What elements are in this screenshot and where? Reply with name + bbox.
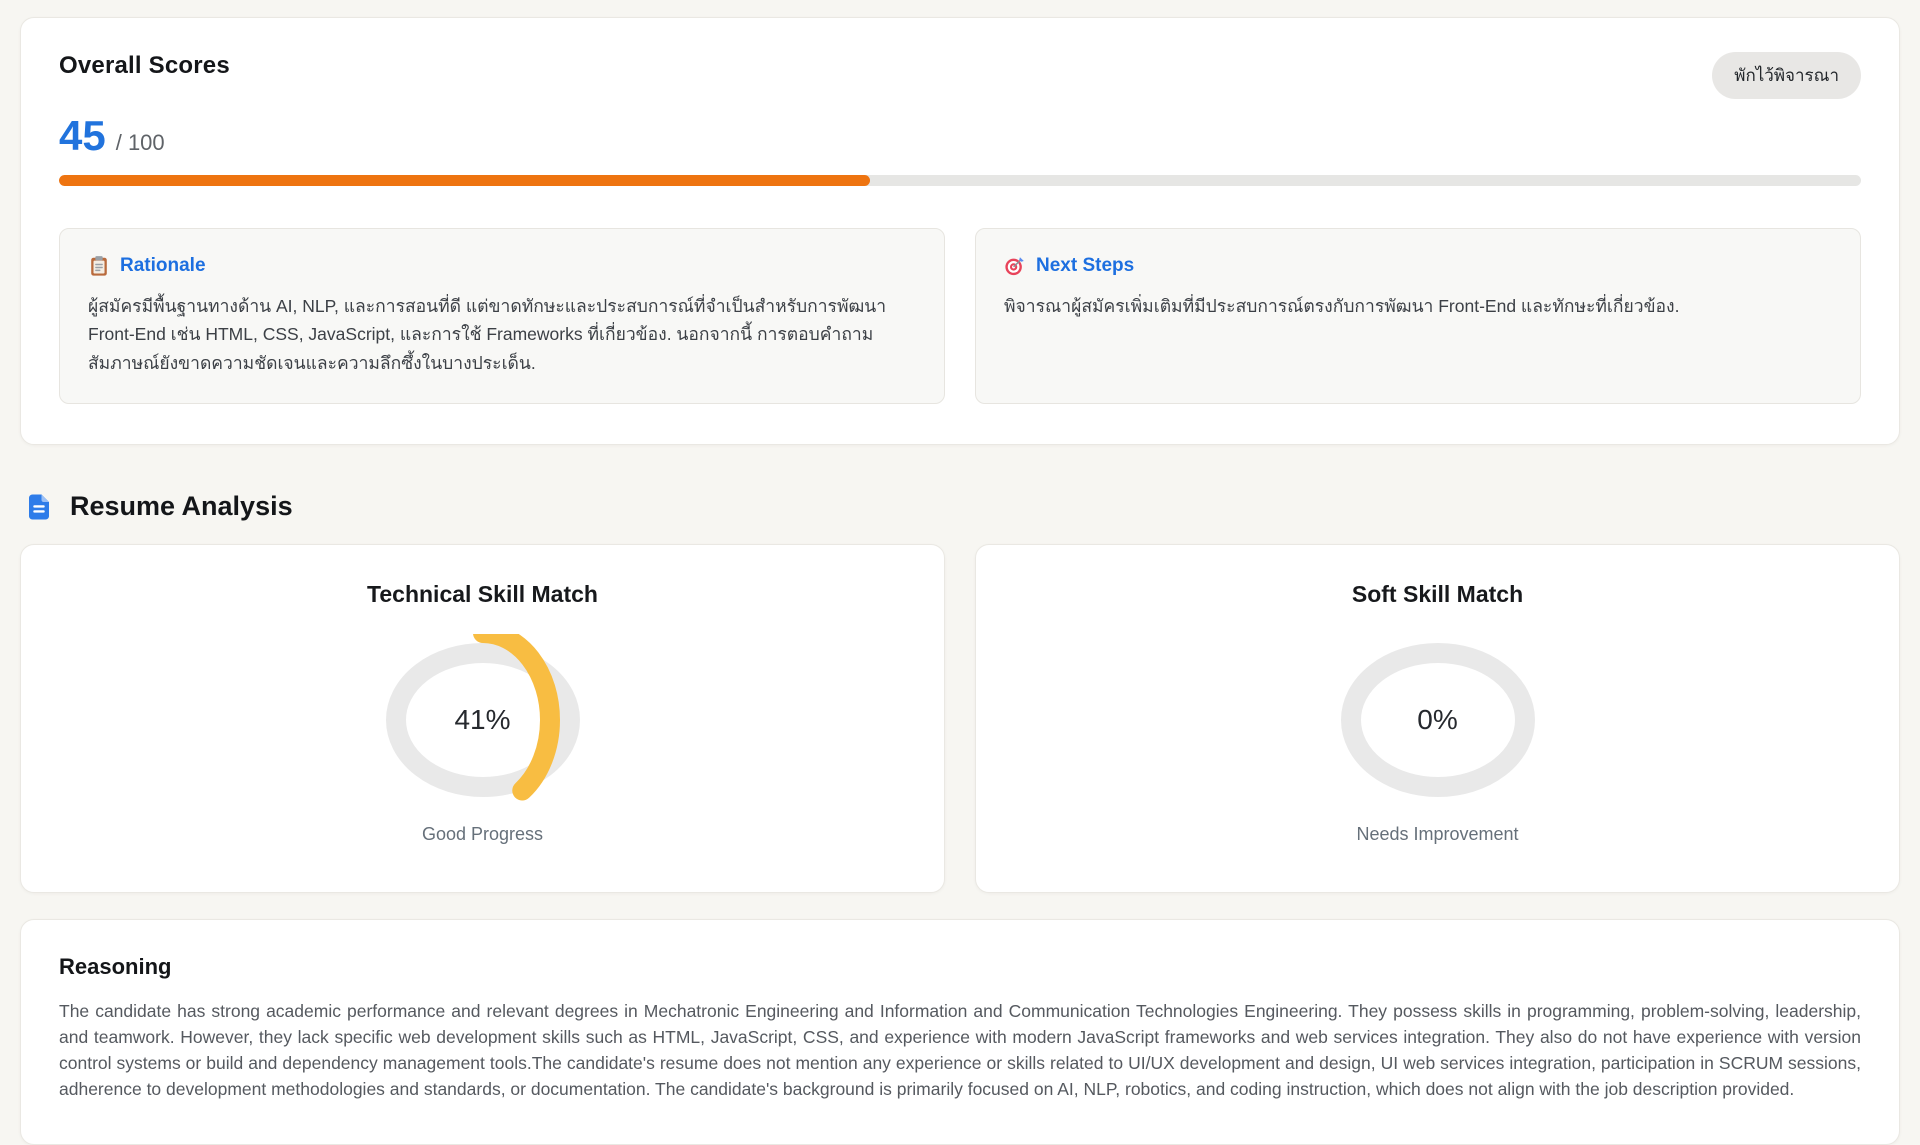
overall-score-max: / 100 xyxy=(115,130,165,155)
donut-track xyxy=(1340,643,1535,798)
overall-score-value: 45 xyxy=(59,112,106,159)
soft-skill-percent: 0% xyxy=(1417,704,1458,736)
soft-skill-title: Soft Skill Match xyxy=(1351,581,1524,608)
rationale-card: Rationale ผู้สมัครมีพื้นฐานทางด้าน AI, N… xyxy=(59,228,945,405)
reasoning-text: The candidate has strong academic perfor… xyxy=(59,1001,1861,1100)
reasoning-title: Reasoning xyxy=(59,954,172,980)
rationale-header: Rationale xyxy=(88,255,916,277)
resume-analysis-title: Resume Analysis xyxy=(70,491,293,522)
status-badge[interactable]: พักไว้พิจารณา xyxy=(1712,52,1861,99)
next-steps-header: Next Steps xyxy=(1004,255,1832,277)
document-icon xyxy=(24,492,54,522)
soft-skill-donut-svg xyxy=(1340,643,1535,798)
next-steps-text: พิจารณาผู้สมัครเพิ่มเติมที่มีประสบการณ์ต… xyxy=(1004,296,1680,316)
technical-skill-card: Technical Skill Match 41% Good Progress xyxy=(20,544,945,894)
technical-skill-title: Technical Skill Match xyxy=(367,581,598,608)
overall-scores-card: Overall Scores พักไว้พิจารณา 45 / 100 xyxy=(20,17,1900,446)
target-icon xyxy=(1004,255,1026,277)
overall-scores-title: Overall Scores xyxy=(59,52,230,79)
resume-analysis-heading: Resume Analysis xyxy=(24,491,1896,522)
next-steps-card: Next Steps พิจารณาผู้สมัครเพิ่มเติมที่มี… xyxy=(975,228,1861,405)
overall-progress-fill xyxy=(59,175,870,186)
reasoning-card: Reasoning The candidate has strong acade… xyxy=(20,919,1900,1145)
donut-track xyxy=(385,643,580,798)
overall-scores-header: Overall Scores พักไว้พิจารณา xyxy=(59,52,1861,99)
overall-progress-bar xyxy=(59,175,1861,186)
technical-skill-status: Good Progress xyxy=(421,824,544,845)
next-steps-title: Next Steps xyxy=(1036,255,1135,276)
clipboard-icon xyxy=(88,255,110,277)
gauge-row: Technical Skill Match 41% Good Progress … xyxy=(20,544,1900,894)
overall-subcards: Rationale ผู้สมัครมีพื้นฐานทางด้าน AI, N… xyxy=(59,228,1861,405)
soft-skill-card: Soft Skill Match 0% Needs Improvement xyxy=(975,544,1900,894)
rationale-text: ผู้สมัครมีพื้นฐานทางด้าน AI, NLP, และการ… xyxy=(88,296,887,373)
rationale-title: Rationale xyxy=(120,255,206,276)
technical-skill-percent: 41% xyxy=(454,704,511,736)
soft-skill-status: Needs Improvement xyxy=(1356,824,1519,845)
technical-skill-donut: 41% xyxy=(377,623,589,818)
soft-skill-donut: 0% xyxy=(1332,634,1544,806)
overall-score: 45 / 100 xyxy=(59,115,1861,157)
